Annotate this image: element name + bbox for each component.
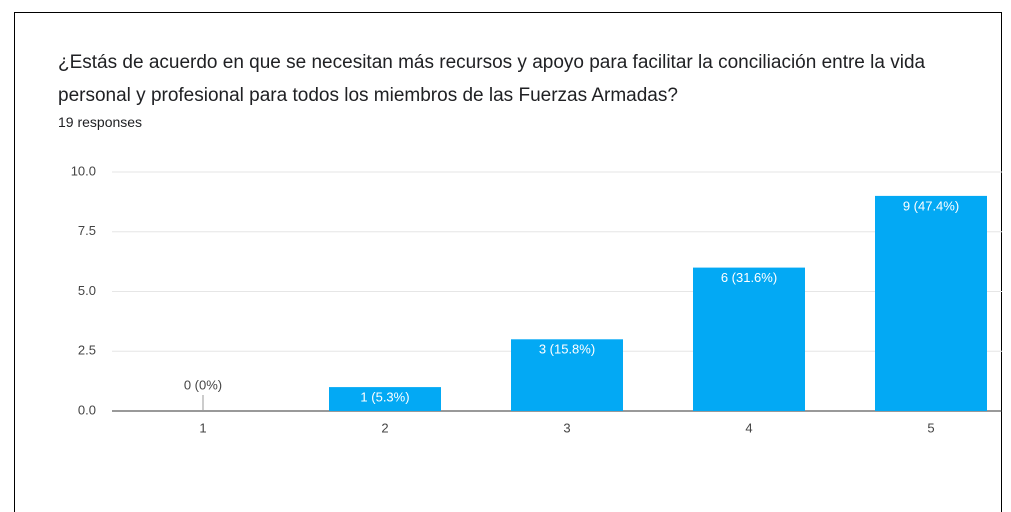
- data-label: 1 (5.3%): [360, 390, 409, 405]
- y-tick-label: 2.5: [78, 343, 96, 358]
- bar: [329, 387, 441, 411]
- data-label: 9 (47.4%): [903, 198, 959, 213]
- x-tick-label: 5: [927, 420, 934, 435]
- x-tick-label: 1: [199, 420, 206, 435]
- bar: [875, 195, 987, 411]
- y-tick-label: 10.0: [71, 163, 96, 178]
- y-tick-label: 5.0: [78, 283, 96, 298]
- bar: [511, 339, 623, 411]
- x-tick-label: 2: [381, 420, 388, 435]
- chart-subtitle: 19 responses: [58, 114, 143, 130]
- x-tick-label: 4: [745, 420, 752, 435]
- y-tick-label: 7.5: [78, 223, 96, 238]
- data-label: 0 (0%): [184, 377, 222, 392]
- y-tick-label: 0.0: [78, 402, 96, 417]
- card: [14, 12, 1002, 512]
- data-label: 6 (31.6%): [721, 270, 777, 285]
- bar: [693, 267, 805, 411]
- chart-title: ¿Estás de acuerdo en que se necesitan má…: [58, 52, 926, 106]
- x-tick-label: 3: [563, 420, 570, 435]
- chart: 0.0 2.5 5.0 7.5 10.0 1 0 (0%) 2 1 (5.3%) 3 3 (15.8…: [71, 163, 1002, 435]
- data-label: 3 (15.8%): [539, 342, 595, 357]
